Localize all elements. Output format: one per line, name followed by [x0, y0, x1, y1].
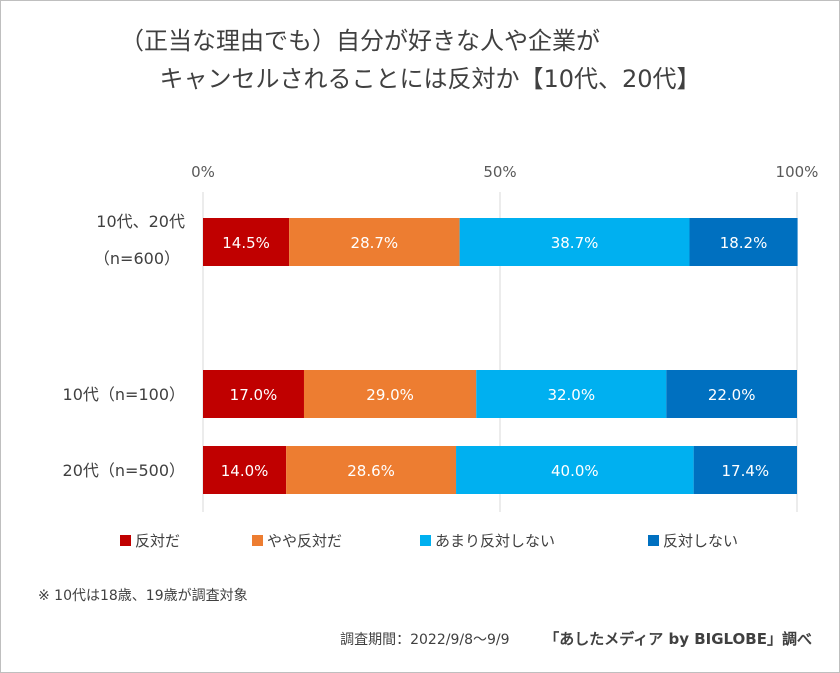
data-label: 14.5%	[222, 234, 270, 252]
bar-segment	[203, 446, 287, 494]
legend-swatch	[420, 535, 431, 546]
category-label: 10代、20代	[96, 212, 185, 231]
chart-title-line2: キャンセルされることには反対か【10代、20代】	[159, 65, 701, 93]
data-label: 14.0%	[221, 462, 269, 480]
category-label-sub: （n=600）	[94, 249, 180, 268]
data-label: 28.6%	[347, 462, 395, 480]
bar-segment	[689, 218, 798, 266]
footnote: ※ 10代は18歳、19歳が調査対象	[38, 588, 248, 604]
bar-segment	[286, 446, 457, 494]
legend-swatch	[252, 535, 263, 546]
bar-segment	[289, 218, 460, 266]
bar-segment	[476, 370, 667, 418]
chart-title: （正当な理由でも）自分が好きな人や企業が キャンセルされることには反対か【10代…	[0, 22, 840, 98]
legend-label: あまり反対しない	[435, 532, 555, 550]
data-label: 38.7%	[551, 234, 599, 252]
data-label: 28.7%	[351, 234, 399, 252]
x-tick-label: 100%	[776, 163, 819, 181]
data-label: 32.0%	[547, 386, 595, 404]
category-label: 20代（n=500）	[63, 461, 185, 480]
survey-period: 調査期間：2022/9/8～9/9	[340, 632, 510, 648]
legend-label: 反対だ	[135, 532, 180, 550]
legend-label: 反対しない	[663, 532, 738, 550]
category-label: 10代（n=100）	[63, 385, 185, 404]
legend-swatch	[648, 535, 659, 546]
data-label: 18.2%	[720, 234, 768, 252]
survey-organization: 「あしたメディア by BIGLOBE」調べ	[544, 630, 812, 648]
data-label: 22.0%	[708, 386, 756, 404]
bar-segment	[456, 446, 694, 494]
data-label: 29.0%	[366, 386, 414, 404]
bar-segment	[203, 218, 290, 266]
data-label: 17.0%	[230, 386, 278, 404]
x-tick-label: 50%	[483, 163, 516, 181]
bar-segment	[666, 370, 797, 418]
legend-swatch	[120, 535, 131, 546]
data-label: 40.0%	[551, 462, 599, 480]
bar-segment	[693, 446, 797, 494]
data-label: 17.4%	[721, 462, 769, 480]
x-tick-label: 0%	[191, 163, 215, 181]
bar-segment	[203, 370, 304, 418]
bar-segment	[459, 218, 690, 266]
chart-title-line1: （正当な理由でも）自分が好きな人や企業が	[120, 27, 600, 55]
legend-label: やや反対だ	[267, 532, 342, 550]
bar-segment	[303, 370, 477, 418]
source-credit: 調査期間：2022/9/8～9/9 「あしたメディア by BIGLOBE」調べ	[340, 628, 812, 649]
